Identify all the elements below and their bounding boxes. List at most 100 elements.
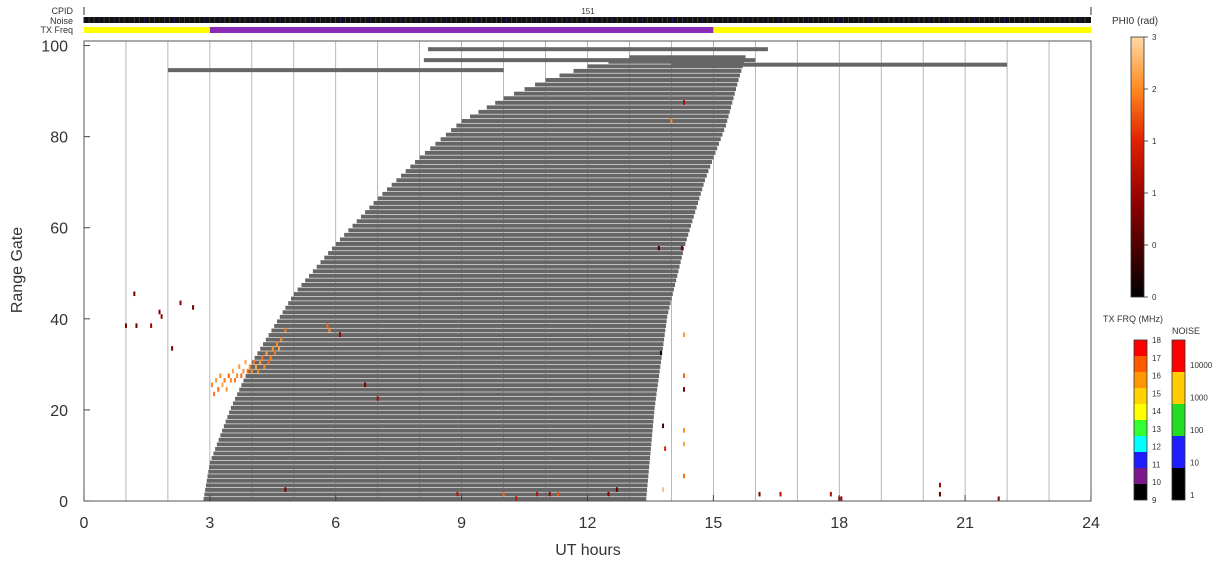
ground-scatter-row [369,205,697,210]
ground-scatter-row [225,419,654,424]
phi0-tick-label: 0 [1152,293,1157,302]
ground-scatter-row [239,387,658,392]
txfreq-color-cell [1134,468,1147,484]
ground-scatter-row [209,460,650,465]
txfreq-color-cell [1134,372,1147,388]
ground-scatter-row [470,114,729,119]
txfreq-label: TX Freq [40,25,73,35]
phi0-colorbar-ticks: 3 2 1 1 0 0 [1144,33,1157,302]
ground-scatter-row [222,428,653,433]
y-axis: 0 20 40 60 80 100 [41,39,90,511]
phi0-point [240,373,243,379]
ground-scatter-row [324,255,682,260]
ground-scatter-row [316,264,680,269]
noise-timeline [83,17,1091,23]
x-tick-label: 12 [579,515,597,532]
phi0-point [615,487,618,492]
txfreq-colorbar: 18 17 16 15 14 13 12 11 10 9 [1133,336,1161,505]
ground-scatter-row [309,273,678,278]
phi0-tick-label: 3 [1152,33,1157,42]
phi0-point [215,378,218,383]
ground-scatter-row [456,123,726,128]
ground-scatter-row [331,246,685,251]
txfreq-tick-label: 14 [1152,407,1161,416]
phi0-point [221,382,224,388]
ground-scatter-row [227,415,654,420]
phi0-point [135,323,138,328]
ground-scatter-row [348,228,690,233]
phi0-point [456,491,459,497]
ground-scatter-row [352,223,691,228]
ground-scatter-row [263,342,664,347]
ground-scatter-row [495,100,733,105]
phi0-colorbar-title: PHI0 (rad) [1112,16,1158,27]
noise-tick-label: 1 [1190,491,1195,500]
phi0-point [276,341,279,347]
ground-scatter-row [587,64,743,69]
y-tick-label: 0 [59,494,68,511]
phi0-point [250,368,253,374]
phi0-point [840,496,843,501]
txfreq-tick-label: 9 [1152,496,1157,505]
noise-colorbar-title: NOISE [1172,326,1200,336]
txfreq-color-cell [1134,404,1147,420]
phi0-point [242,368,245,374]
ground-scatter-row [305,278,677,283]
ground-scatter-row [461,119,728,123]
txfreq-tick-label: 16 [1152,372,1161,381]
ground-scatter-row [254,355,662,360]
ground-scatter-row [524,87,737,92]
noise-tick-label: 10000 [1190,361,1213,370]
phi0-point [683,441,686,447]
ground-scatter-row [559,73,740,78]
phi0-point [231,368,234,374]
ground-scatter-row [328,251,683,256]
txfreq-color-cell [1134,436,1147,452]
ground-scatter-row [205,487,648,492]
ground-scatter-row [251,360,661,365]
phi0-point [938,491,941,497]
phi0-point [246,368,249,374]
ground-scatter-row [410,164,711,169]
phi0-point [257,368,260,374]
phi0-point [683,373,686,379]
phi0-point [261,355,264,360]
ground-scatter-row [260,346,663,351]
x-tick-label: 0 [80,515,89,532]
ground-scatter-row [405,169,709,174]
ground-scatter-row [415,160,712,164]
ground-scatter-row [271,328,666,333]
txfreq-segment [713,27,1091,33]
ground-scatter-row [218,437,652,442]
txfreq-tick-label: 17 [1152,354,1161,363]
phi0-point [213,391,216,397]
phi0-tick-label: 0 [1152,241,1157,250]
phi0-point [376,396,379,401]
x-tick-label: 15 [704,515,722,532]
ground-scatter-row [232,401,656,406]
ground-scatter-row [445,132,723,137]
ground-scatter-row [257,351,663,356]
ground-scatter-row [573,68,742,73]
noise-colorbar: 10000 1000 100 10 1 [1171,339,1213,501]
ground-scatter-row [293,292,673,297]
ground-scatter-row [282,310,669,315]
ground-scatter-row [514,91,735,96]
phi0-point [179,300,182,306]
ground-scatter-row [230,405,655,410]
phi0-point [515,496,518,501]
noise-tick-label: 10 [1190,459,1199,468]
phi0-point [210,382,213,388]
txfreq-color-cell [1134,388,1147,404]
phi0-point [779,491,782,497]
ground-scatter-row [206,478,648,483]
phi0-point [124,323,127,328]
phi0-point [758,491,761,497]
ground-scatter-row [435,141,719,146]
ground-scatter-row [486,105,731,110]
noise-label: Noise [50,16,73,26]
grey-bar [671,62,1008,67]
phi0-point [238,364,241,369]
txfreq-tick-label: 11 [1152,460,1161,469]
